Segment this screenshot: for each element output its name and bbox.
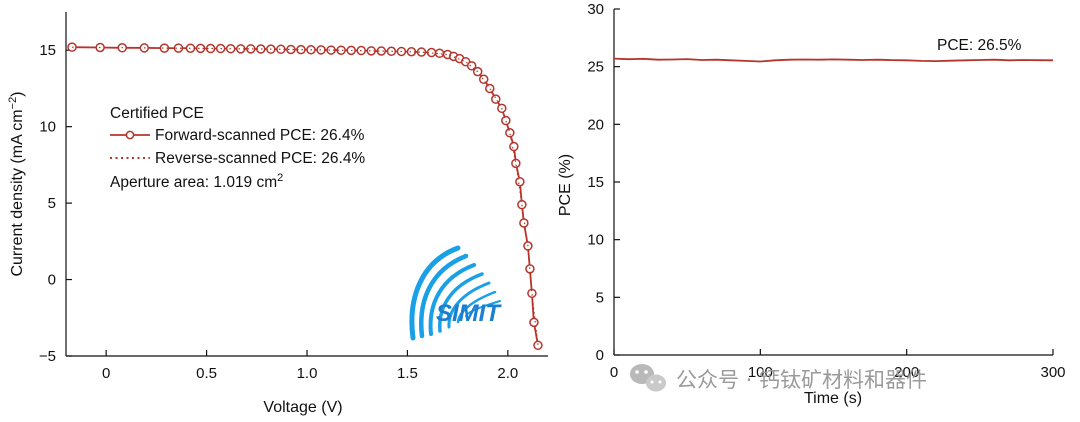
jv-x-tick-label: 2.0 (497, 365, 518, 382)
pce-x-axis-label: Time (s) (804, 390, 862, 407)
jv-data-point (525, 264, 535, 274)
jv-y-tick-label: 15 (39, 42, 56, 59)
pce-y-axis-label: PCE (%) (557, 154, 574, 216)
jv-data-point (185, 43, 196, 53)
jv-y-tick-label: 10 (39, 119, 56, 136)
pce-x-tick-label: 100 (748, 364, 773, 381)
legend-title: Certified PCE (110, 105, 204, 122)
jv-x-tick-label: 1.0 (297, 365, 318, 382)
simit-logo-text: SIMIT (436, 300, 502, 327)
jv-data-point (336, 45, 346, 55)
jv-x-axis-label: Voltage (V) (263, 399, 342, 416)
pce-y-tick-label: 5 (596, 289, 604, 306)
jv-y-ticks: −5 0 5 10 15 (39, 42, 72, 365)
jv-x-tick-label: 0 (102, 365, 110, 382)
jv-x-ticks: 0 0.5 1.0 1.5 2.0 (102, 350, 518, 382)
pce-chart: 0 100 200 300 0 5 10 15 20 25 30 Time (s) PCE (%)… (557, 1, 1066, 407)
legend-forward-label: Forward-scanned PCE: 26.4% (155, 127, 365, 144)
pce-y-tick-label: 15 (587, 174, 604, 191)
pce-series-line-pce (613, 57, 1054, 63)
wechat-icon (630, 364, 666, 392)
jv-data-point (478, 74, 489, 85)
simit-logo: SIMIT (409, 245, 502, 341)
pce-y-tick-label: 10 (587, 232, 604, 249)
jv-data-point (533, 340, 543, 351)
simit-logo-wave-icon (409, 245, 501, 341)
pce-x-tick-label: 0 (610, 364, 618, 381)
jv-data-point (491, 94, 501, 104)
pce-y-tick-label: 25 (587, 59, 604, 76)
legend-forward-marker (125, 130, 135, 140)
jv-data-point (235, 44, 246, 54)
jv-y-tick-label: 0 (48, 272, 56, 289)
pce-y-tick-label: 20 (587, 116, 604, 133)
jv-data-point (286, 44, 296, 55)
jv-data-point (501, 115, 511, 126)
jv-chart: 0 0.5 1.0 1.5 2.0 −5 0 5 10 15 Voltage (V) Curre… (7, 12, 548, 416)
jv-data-point (256, 44, 266, 54)
jv-data-point (527, 288, 537, 299)
jv-data-point (316, 45, 326, 55)
pce-axes (613, 9, 1053, 356)
jv-x-tick-label: 1.5 (397, 365, 418, 382)
pce-y-ticks: 0 5 10 15 20 25 30 (587, 1, 620, 364)
jv-y-tick-label: −5 (39, 348, 56, 365)
pce-x-tick-label: 200 (894, 364, 919, 381)
jv-y-tick-label: 5 (48, 195, 56, 212)
pce-annotation: PCE: 26.5% (937, 37, 1022, 54)
jv-data-point (173, 43, 184, 53)
pce-y-tick-label: 30 (587, 1, 604, 18)
jv-data-point (505, 128, 515, 138)
jv-data-point (246, 44, 256, 54)
pce-series (613, 57, 1054, 63)
jv-y-axis-label: Current density (mA cm−2) (7, 91, 26, 276)
jv-series (67, 42, 543, 351)
watermark: 公众号 · 钙钛矿材料和器件 (630, 364, 927, 392)
jv-data-point (509, 141, 519, 152)
jv-data-point (326, 45, 336, 55)
pce-y-tick-label: 0 (596, 347, 604, 364)
jv-data-point (296, 44, 306, 55)
jv-data-point (511, 158, 521, 169)
jv-data-point (519, 218, 529, 228)
jv-data-point (529, 317, 539, 328)
jv-data-point (386, 46, 397, 57)
jv-data-point (517, 199, 527, 210)
jv-legend: Certified PCE Forward-scanned PCE: 26.4%… (110, 105, 365, 191)
jv-data-point (195, 43, 206, 54)
legend-aperture-area: Aperture area: 1.019 cm2 (110, 172, 283, 191)
jv-data-point (159, 43, 170, 53)
jv-data-point (416, 47, 427, 57)
legend-reverse-label: Reverse-scanned PCE: 26.4% (155, 150, 365, 167)
jv-data-point (485, 83, 495, 94)
pce-x-ticks: 0 100 200 300 (610, 349, 1066, 381)
jv-data-point (205, 43, 216, 54)
jv-data-point (366, 46, 377, 56)
jv-x-tick-label: 0.5 (196, 365, 217, 382)
pce-x-tick-label: 300 (1040, 364, 1065, 381)
jv-data-point (515, 176, 525, 187)
jv-data-point (376, 46, 387, 56)
watermark-text: 公众号 · 钙钛矿材料和器件 (676, 368, 927, 392)
